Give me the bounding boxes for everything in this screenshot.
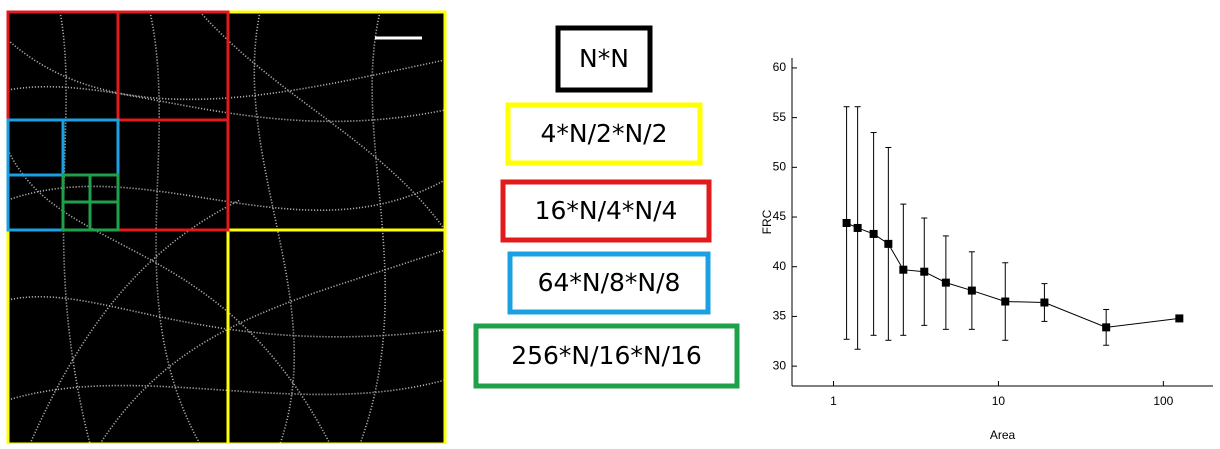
y-axis-title: FRC — [760, 209, 774, 234]
label-text: 16*N/4*N/4 — [535, 196, 678, 225]
label-text: 256*N/16*N/16 — [511, 341, 702, 370]
y-tick-label: 60 — [773, 60, 787, 74]
micrograph — [8, 12, 445, 444]
marker — [1102, 323, 1110, 331]
y-tick-label: 35 — [773, 309, 787, 323]
x-axis-title: Area — [990, 428, 1016, 442]
marker — [843, 219, 851, 227]
marker — [870, 230, 878, 238]
label-text: 4*N/2*N/2 — [541, 119, 668, 148]
marker — [884, 240, 892, 248]
y-tick-label: 30 — [773, 358, 787, 372]
marker — [899, 266, 907, 274]
marker — [854, 224, 862, 232]
x-tick-label: 100 — [1153, 394, 1173, 408]
marker — [1040, 299, 1048, 307]
y-tick-label: 40 — [773, 259, 787, 273]
marker — [1175, 314, 1183, 322]
label-text: 64*N/8*N/8 — [538, 268, 681, 297]
series-line — [847, 223, 1180, 327]
marker — [968, 287, 976, 295]
marker — [920, 268, 928, 276]
y-tick-label: 50 — [773, 160, 787, 174]
label-text: N*N — [579, 44, 629, 73]
marker — [1001, 298, 1009, 306]
figure: N*N 4*N/2*N/2 16*N/4*N/4 64*N/8*N/8 256*N/16… — [0, 0, 1220, 444]
x-tick-label: 1 — [830, 394, 837, 408]
y-tick-label: 55 — [773, 110, 787, 124]
marker — [942, 279, 950, 287]
x-tick-label: 10 — [992, 394, 1006, 408]
y-tick-label: 45 — [773, 209, 787, 223]
